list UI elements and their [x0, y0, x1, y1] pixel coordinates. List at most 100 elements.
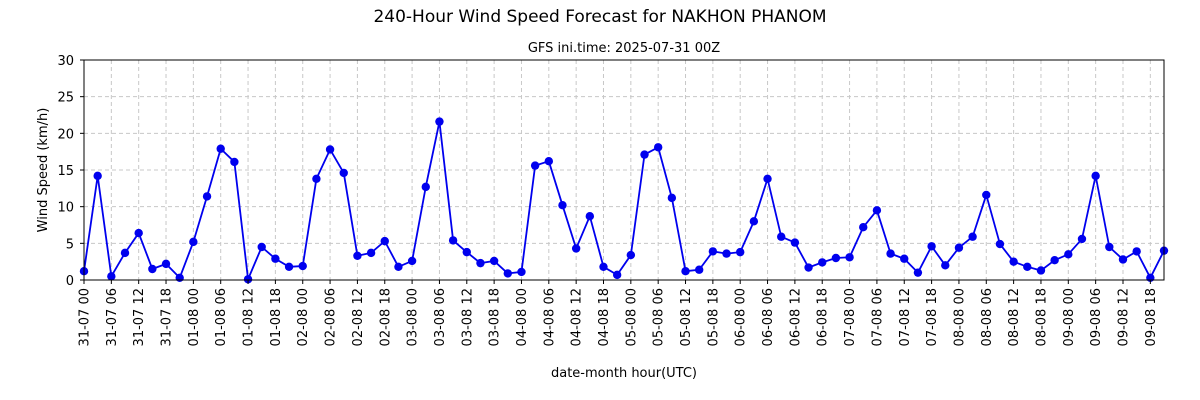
x-tick-label: 03-08 12 [460, 288, 475, 346]
x-tick-label: 03-08 00 [406, 288, 421, 346]
x-tick-label: 09-08 06 [1089, 288, 1104, 346]
x-tick-label: 03-08 06 [433, 288, 448, 346]
data-point [161, 259, 171, 269]
data-point [421, 182, 430, 192]
data-point [585, 212, 595, 221]
x-tick-label: 06-08 06 [761, 288, 776, 346]
data-point [1036, 266, 1046, 275]
data-point [681, 267, 690, 276]
data-point [93, 171, 102, 181]
data-point [243, 275, 253, 284]
data-point [216, 144, 225, 153]
data-point [736, 247, 745, 257]
data-point [435, 117, 444, 126]
x-tick-label: 04-08 06 [542, 288, 557, 346]
data-point [271, 254, 280, 263]
data-point [148, 264, 157, 274]
data-point [339, 168, 348, 178]
x-tick-label: 31-07 18 [160, 288, 175, 346]
data-point [968, 232, 977, 241]
y-tick-label: 25 [57, 91, 74, 106]
data-point [503, 269, 512, 278]
data-point [777, 232, 786, 241]
x-tick-label: 07-08 18 [925, 288, 940, 346]
x-axis-ticks: 31-07 00 31-07 06 31-07 12 31-07 18 01-08 00… [78, 280, 1159, 346]
data-point [1077, 234, 1087, 244]
x-tick-label: 31-07 12 [132, 288, 147, 346]
x-tick-label: 01-08 06 [214, 288, 229, 346]
data-point [653, 143, 663, 152]
x-tick-label: 03-08 18 [488, 288, 503, 346]
data-point [1091, 171, 1100, 181]
x-axis-label: date-month hour(UTC) [551, 366, 697, 381]
y-tick-label: 15 [57, 164, 74, 179]
data-point [640, 150, 649, 159]
data-point [859, 223, 868, 232]
x-tick-label: 07-08 06 [870, 288, 885, 346]
x-tick-label: 09-08 18 [1144, 288, 1159, 346]
y-tick-label: 30 [57, 54, 74, 69]
x-tick-label: 01-08 12 [242, 288, 257, 346]
data-point [831, 253, 841, 263]
data-point [230, 157, 239, 167]
data-point [107, 272, 116, 281]
data-point [517, 267, 526, 277]
data-point [407, 256, 417, 266]
x-tick-label: 01-08 00 [187, 288, 202, 346]
x-tick-label: 04-08 12 [570, 288, 585, 346]
data-point [544, 157, 554, 166]
data-point [380, 236, 389, 246]
data-point [626, 250, 636, 260]
data-point [325, 145, 335, 154]
data-point [694, 265, 704, 274]
x-tick-label: 09-08 12 [1116, 288, 1131, 346]
data-point [886, 249, 895, 258]
data-point [790, 238, 800, 247]
data-point [1064, 250, 1073, 259]
data-point [845, 253, 854, 262]
y-axis-ticks: 0 5 10 15 20 25 30 [57, 54, 84, 289]
data-point [900, 254, 909, 263]
data-point [448, 236, 458, 245]
x-tick-label: 07-08 12 [898, 288, 913, 346]
data-point [927, 242, 936, 251]
data-point [1023, 262, 1032, 271]
series-line-layer [83, 120, 1165, 281]
data-point [1105, 242, 1114, 252]
x-tick-label: 05-08 18 [706, 288, 721, 346]
x-tick-label: 05-08 06 [652, 288, 667, 346]
x-tick-label: 02-08 00 [296, 288, 311, 346]
series-line [83, 120, 1165, 281]
x-tick-label: 08-08 12 [1007, 288, 1022, 346]
data-point [941, 261, 950, 270]
data-point [804, 263, 813, 272]
data-point [571, 244, 581, 253]
x-tick-label: 02-08 12 [351, 288, 366, 346]
x-tick-label: 08-08 00 [952, 288, 967, 346]
x-tick-label: 04-08 18 [597, 288, 612, 346]
data-point [394, 262, 403, 271]
x-tick-label: 01-08 18 [269, 288, 284, 346]
data-point [530, 161, 540, 170]
x-tick-label: 08-08 06 [980, 288, 995, 346]
x-tick-label: 02-08 18 [378, 288, 393, 346]
grid-lines [84, 60, 1164, 280]
x-tick-label: 04-08 00 [515, 288, 530, 346]
data-point [872, 206, 882, 215]
y-tick-label: 10 [57, 201, 74, 216]
data-point [298, 261, 307, 271]
x-tick-label: 08-08 18 [1034, 288, 1049, 346]
data-point [708, 247, 718, 256]
x-tick-label: 07-08 00 [843, 288, 858, 346]
data-point [189, 237, 198, 247]
data-point [818, 258, 827, 267]
data-point [558, 201, 567, 210]
data-point [612, 270, 622, 280]
data-point [1118, 255, 1128, 264]
data-point [175, 273, 184, 282]
data-point [257, 242, 266, 252]
data-point [1009, 257, 1018, 266]
series-points-layer [79, 117, 1169, 284]
data-point [1050, 256, 1059, 265]
data-point [476, 258, 485, 268]
